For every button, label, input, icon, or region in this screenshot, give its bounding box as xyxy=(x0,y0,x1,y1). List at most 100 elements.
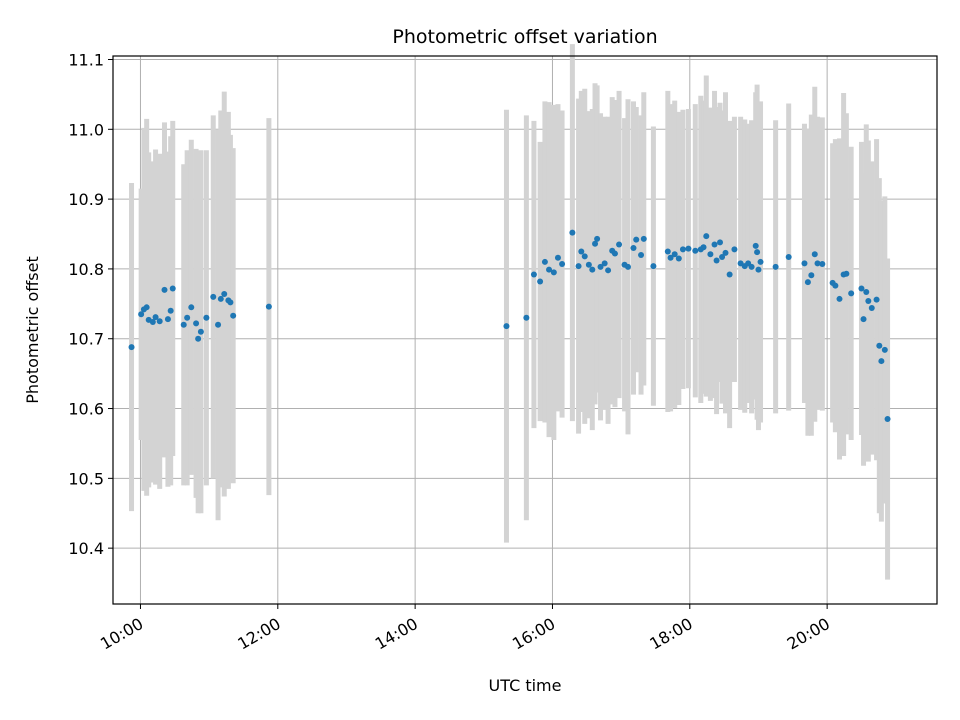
data-point xyxy=(188,304,195,311)
data-point xyxy=(858,285,865,292)
data-point xyxy=(713,257,720,264)
data-point xyxy=(711,241,718,248)
data-point xyxy=(149,318,156,325)
data-point xyxy=(731,246,738,253)
data-point xyxy=(184,314,191,321)
data-point xyxy=(221,291,228,298)
data-point xyxy=(143,304,150,311)
data-point xyxy=(197,328,204,335)
data-point xyxy=(594,235,601,242)
data-point xyxy=(210,293,217,300)
data-point xyxy=(167,307,174,314)
data-point xyxy=(801,260,808,267)
data-point xyxy=(814,260,821,267)
data-point xyxy=(638,251,645,258)
data-point xyxy=(625,263,631,270)
data-point xyxy=(667,254,674,261)
y-tick-label: 10.8 xyxy=(68,260,104,279)
data-point xyxy=(546,266,553,273)
data-point xyxy=(675,255,682,262)
data-point xyxy=(640,235,647,242)
data-point xyxy=(865,298,872,305)
data-point xyxy=(717,239,724,246)
data-point xyxy=(530,271,537,278)
data-point xyxy=(550,269,557,276)
data-point xyxy=(605,267,612,274)
data-point xyxy=(161,286,168,293)
data-point xyxy=(884,416,891,423)
data-point xyxy=(193,320,200,327)
data-point xyxy=(719,254,726,261)
data-point xyxy=(138,311,145,318)
data-point xyxy=(630,244,637,251)
data-point xyxy=(537,278,544,285)
data-point xyxy=(164,316,171,323)
data-point xyxy=(748,263,755,270)
y-tick-label: 10.9 xyxy=(68,190,104,209)
data-point xyxy=(722,249,729,256)
points xyxy=(128,229,891,423)
data-point xyxy=(503,323,510,330)
y-tick-label: 10.6 xyxy=(68,400,104,419)
data-point xyxy=(215,321,222,328)
data-point xyxy=(873,296,880,303)
data-point xyxy=(726,271,733,278)
data-point xyxy=(836,295,843,302)
data-point xyxy=(664,248,671,255)
plot-frame xyxy=(112,55,938,605)
data-point xyxy=(195,335,202,342)
data-point xyxy=(868,305,875,312)
y-tick-label: 10.4 xyxy=(68,539,104,558)
data-point xyxy=(863,288,870,295)
data-point xyxy=(575,263,582,270)
data-point xyxy=(755,266,762,273)
y-axis: 10.4 10.5 10.6 10.7 10.8 10.9 11.0 11.1 xyxy=(68,50,113,558)
data-point xyxy=(217,295,224,302)
data-point xyxy=(578,248,585,255)
data-point xyxy=(597,263,604,270)
data-point xyxy=(707,251,714,258)
data-point xyxy=(692,247,699,254)
data-point xyxy=(808,272,815,279)
data-point xyxy=(569,229,576,236)
data-point xyxy=(581,253,588,260)
data-point xyxy=(650,263,657,270)
data-point xyxy=(876,342,883,349)
data-point xyxy=(156,318,163,325)
data-point xyxy=(878,358,885,365)
data-point xyxy=(203,314,210,321)
data-point xyxy=(819,261,826,268)
data-point xyxy=(700,244,707,251)
data-point xyxy=(804,279,811,286)
y-tick-label: 10.7 xyxy=(68,330,104,349)
data-point xyxy=(881,346,888,353)
data-point xyxy=(227,299,234,306)
data-point xyxy=(541,258,548,265)
data-point xyxy=(265,303,272,310)
data-point xyxy=(843,270,850,277)
data-point xyxy=(754,249,761,256)
data-point xyxy=(832,282,839,289)
data-point xyxy=(785,254,792,261)
data-point xyxy=(230,312,237,319)
data-point xyxy=(152,314,159,321)
data-point xyxy=(772,263,779,270)
data-point xyxy=(589,266,596,273)
data-point xyxy=(601,260,608,267)
x-axis-label: UTC time xyxy=(489,676,562,695)
data-point xyxy=(611,250,618,257)
data-point xyxy=(848,290,855,297)
data-point xyxy=(811,251,818,258)
data-point xyxy=(554,254,561,261)
data-point xyxy=(128,344,135,351)
data-point xyxy=(685,245,692,252)
data-point xyxy=(671,251,678,258)
data-point xyxy=(679,246,686,253)
y-tick-label: 11.1 xyxy=(68,50,104,69)
data-point xyxy=(860,316,867,323)
data-point xyxy=(559,261,566,268)
data-point xyxy=(616,241,623,248)
data-point xyxy=(585,261,592,268)
data-point xyxy=(180,321,187,328)
